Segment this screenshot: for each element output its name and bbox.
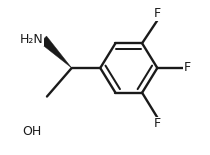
Polygon shape bbox=[40, 36, 72, 68]
Text: H₂N: H₂N bbox=[19, 33, 43, 46]
Text: F: F bbox=[154, 117, 161, 131]
Text: F: F bbox=[184, 62, 191, 75]
Text: OH: OH bbox=[22, 125, 41, 138]
Text: F: F bbox=[154, 7, 161, 20]
